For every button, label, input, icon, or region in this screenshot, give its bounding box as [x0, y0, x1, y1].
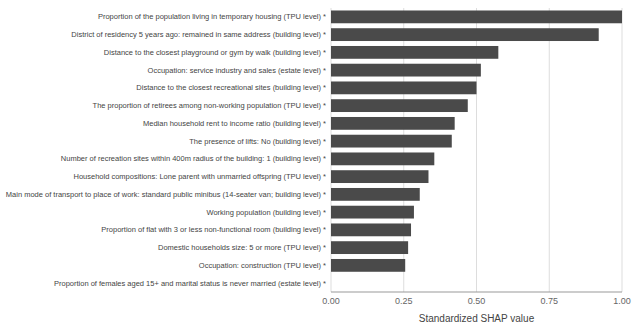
bar [331, 188, 420, 201]
bar [331, 81, 477, 94]
bar [331, 10, 622, 23]
category-label: Distance to the closest playground or gy… [104, 48, 326, 57]
tick-label: 0.25 [395, 296, 413, 306]
bar [331, 223, 411, 236]
x-axis-label: Standardized SHAP value [419, 313, 535, 324]
category-label: District of residency 5 years ago: remai… [71, 30, 326, 39]
bar [331, 46, 498, 59]
category-label: Occupation: construction (TPU level) * [199, 261, 326, 270]
grid-line [622, 8, 623, 292]
category-label: Proportion of females aged 15+ and marit… [54, 279, 326, 288]
category-label: The presence of lifts: No (building leve… [189, 137, 326, 146]
grid-line [549, 8, 550, 292]
bar [331, 64, 481, 77]
category-label: Proportion of flat with 3 or less non-fu… [101, 225, 326, 234]
category-label: Household compositions: Lone parent with… [74, 172, 327, 181]
bar [331, 28, 599, 41]
category-label: Proportion of the population living in t… [98, 12, 326, 21]
bar [331, 241, 408, 254]
category-label: Occupation: service industry and sales (… [148, 66, 326, 75]
category-label: Number of recreation sites within 400m r… [61, 154, 326, 163]
bar [331, 117, 455, 130]
chart: Proportion of females aged 15+ and marit… [0, 0, 640, 330]
tick-label: 0.50 [468, 296, 486, 306]
category-label: Main mode of transport to place of work:… [6, 190, 326, 199]
category-label: Median household rent to income ratio (b… [143, 119, 326, 128]
category-label: Domestic households size: 5 or more (TPU… [158, 243, 326, 252]
category-label: The proportion of retirees among non-wor… [93, 101, 327, 110]
x-ticks: 0.00 0.25 0.50 0.75 1.00 [322, 296, 631, 306]
tick-label: 0.75 [540, 296, 558, 306]
x-axis-line [331, 292, 622, 293]
bar [331, 99, 468, 112]
bar [331, 259, 405, 272]
bar [331, 170, 428, 183]
bars [331, 10, 622, 271]
bar [331, 277, 332, 290]
grid [331, 8, 622, 292]
category-labels: Proportion of females aged 15+ and marit… [6, 12, 326, 287]
tick-label: 1.00 [613, 296, 631, 306]
bar [331, 135, 452, 148]
bar [331, 152, 434, 165]
tick-label: 0.00 [322, 296, 340, 306]
category-label: Working population (building level) * [206, 208, 326, 217]
category-label: Distance to the closest recreational sit… [136, 83, 326, 92]
bar [331, 206, 414, 219]
